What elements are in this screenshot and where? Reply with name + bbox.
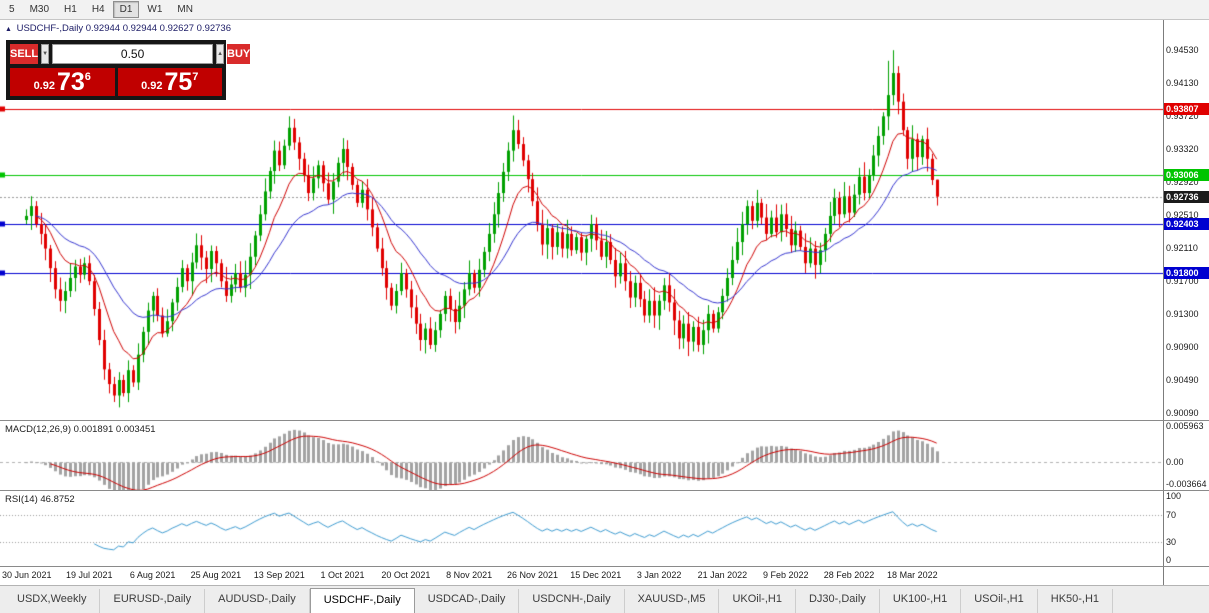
x-axis-label: 28 Feb 2022 <box>823 570 875 580</box>
axis-tick-label: 0.92510 <box>1166 210 1199 221</box>
price-tag: 0.93006 <box>1164 168 1209 181</box>
buy-button[interactable]: BUY <box>227 44 251 64</box>
rsi-header: RSI(14) 46.8752 <box>5 494 75 505</box>
axis-tick-label: 0.90090 <box>1166 407 1199 418</box>
x-axis-label: 9 Feb 2022 <box>762 570 809 580</box>
timeframe-button-h1[interactable]: H1 <box>64 4 77 15</box>
price-tag: 0.92403 <box>1164 217 1209 230</box>
macd-panel: MACD(12,26,9) 0.001891 0.003451 0.005963… <box>0 420 1209 490</box>
axis-tick-label: 0.90490 <box>1166 375 1199 385</box>
tab-uk100-h1[interactable]: UK100-,H1 <box>880 589 962 613</box>
macd-plot[interactable]: MACD(12,26,9) 0.001891 0.003451 <box>0 421 1163 490</box>
tab-xauusd-m5[interactable]: XAUUSD-,M5 <box>625 589 720 613</box>
time-axis[interactable]: 30 Jun 2021 19 Jul 2021 6 Aug 2021 25 Aug 2… <box>0 566 1209 585</box>
rsi-canvas[interactable] <box>0 491 1163 566</box>
x-axis-label: 3 Jan 2022 <box>636 570 682 580</box>
price-tag: 0.93807 <box>1164 103 1209 116</box>
tab-usdcnh-daily[interactable]: USDCNH-,Daily <box>519 589 625 613</box>
axis-tick-label: 0.92920 <box>1166 176 1199 187</box>
axis-tick-label: 0.92110 <box>1166 242 1198 253</box>
ohlc-values: 0.92944 0.92944 0.92627 0.92736 <box>85 23 231 34</box>
price-axis[interactable]: 0.94530 0.94130 0.93720 0.93320 0.92920 0.925… <box>1163 20 1209 420</box>
tab-usdchf-daily[interactable]: USDCHF-,Daily <box>309 588 415 613</box>
sell-price-prefix: 0.92 <box>33 80 55 92</box>
x-axis-label: 25 Aug 2021 <box>190 570 242 580</box>
tab-usdx-weekly[interactable]: USDX,Weekly <box>4 589 101 613</box>
symbol-title: USDCHF-,Daily <box>16 23 84 34</box>
rsi-panel: RSI(14) 46.8752 100 70 30 0 <box>0 490 1209 566</box>
symbol-ohlc-header: ▲ USDCHF-,Daily 0.92944 0.92944 0.92627 … <box>5 23 231 34</box>
price-tag: 0.91800 <box>1164 267 1209 280</box>
rsi-plot[interactable]: RSI(14) 46.8752 <box>0 491 1163 566</box>
rsi-axis[interactable]: 100 70 30 0 <box>1163 491 1209 566</box>
axis-tick-label: 0.005963 <box>1166 421 1204 431</box>
axis-tick-label: -0.003664 <box>1166 479 1207 489</box>
x-axis-label: 19 Jul 2021 <box>66 570 113 580</box>
axis-tick-label: 0.93720 <box>1166 111 1199 122</box>
axis-tick-label: 0.94530 <box>1166 45 1199 56</box>
timeframe-button-mn[interactable]: MN <box>177 4 193 15</box>
axis-tick-label: 0.91700 <box>1166 276 1199 287</box>
main-chart-panel: ▲ USDCHF-,Daily 0.92944 0.92944 0.92627 … <box>0 20 1209 420</box>
timeframe-button-d1[interactable]: D1 <box>112 1 140 18</box>
sell-button[interactable]: SELL <box>10 44 39 64</box>
x-axis-label: 15 Dec 2021 <box>570 570 622 580</box>
x-axis-label: 13 Sep 2021 <box>253 570 305 580</box>
main-chart-plot[interactable]: ▲ USDCHF-,Daily 0.92944 0.92944 0.92627 … <box>0 20 1163 420</box>
volume-input[interactable] <box>52 44 214 64</box>
axis-tick-label: 0.00 <box>1166 457 1184 468</box>
symbol-marker-icon: ▲ <box>5 26 12 33</box>
axis-tick-label: 0 <box>1166 555 1172 565</box>
x-axis-label: 18 Mar 2022 <box>887 570 938 580</box>
spinner-up-icon: ▲ <box>217 51 224 57</box>
tab-audusd-daily[interactable]: AUDUSD-,Daily <box>205 589 310 613</box>
x-axis-label: 26 Nov 2021 <box>506 570 558 580</box>
volume-increase-button[interactable]: ▲ <box>216 44 225 64</box>
axis-tick-label: 0.90900 <box>1166 341 1199 352</box>
timeframe-button-h4[interactable]: H4 <box>91 4 105 15</box>
timeframe-toolbar: 5 M30 H1 H4 D1 W1 MN <box>0 0 1209 20</box>
x-axis-label: 30 Jun 2021 <box>2 570 52 580</box>
axis-tick-label: 100 <box>1166 491 1182 501</box>
axis-tick-label: 70 <box>1166 510 1177 521</box>
tab-hk50-h1[interactable]: HK50-,H1 <box>1038 589 1114 613</box>
x-axis-label: 21 Jan 2022 <box>697 570 748 580</box>
price-tag: 0.92736 <box>1164 190 1209 203</box>
sell-price-big: 73 <box>56 67 85 96</box>
tab-eurusd-daily[interactable]: EURUSD-,Daily <box>100 589 206 613</box>
buy-price-big: 75 <box>164 67 193 96</box>
macd-header: MACD(12,26,9) 0.001891 0.003451 <box>5 424 156 435</box>
macd-axis[interactable]: 0.005963 0.00 -0.003664 <box>1163 421 1209 490</box>
buy-price-display[interactable]: 0.92 75 7 <box>117 67 222 96</box>
sell-price-display[interactable]: 0.92 73 6 <box>10 68 115 96</box>
x-axis-label: 1 Oct 2021 <box>320 570 365 580</box>
x-axis-label: 20 Oct 2021 <box>381 570 431 580</box>
x-axis-label: 8 Nov 2021 <box>446 570 493 580</box>
chart-tabs: USDX,Weekly EURUSD-,Daily AUDUSD-,Daily USD… <box>0 585 1209 613</box>
sell-price-sup: 6 <box>84 71 91 83</box>
axis-tick-label: 0.91300 <box>1166 308 1199 319</box>
tab-usoil-h1[interactable]: USOil-,H1 <box>961 589 1038 613</box>
buy-price-sup: 7 <box>192 71 199 83</box>
x-axis-label: 6 Aug 2021 <box>129 570 176 580</box>
tab-ukoil-h1[interactable]: UKOil-,H1 <box>719 589 796 613</box>
spinner-down-icon: ▼ <box>42 51 49 57</box>
buy-price-prefix: 0.92 <box>141 80 163 92</box>
tab-dj30-daily[interactable]: DJ30-,Daily <box>796 589 880 613</box>
timeframe-button-w1[interactable]: W1 <box>147 4 163 15</box>
axis-tick-label: 0.94130 <box>1166 77 1199 88</box>
timeframe-button-5[interactable]: 5 <box>9 4 15 15</box>
axis-tick-label: 0.93320 <box>1166 143 1199 154</box>
tab-usdcad-daily[interactable]: USDCAD-,Daily <box>415 589 520 613</box>
axis-corner <box>1163 567 1209 585</box>
time-axis-labels: 30 Jun 2021 19 Jul 2021 6 Aug 2021 25 Aug 2… <box>0 567 1163 585</box>
volume-decrease-button[interactable]: ▼ <box>41 44 50 64</box>
axis-tick-label: 30 <box>1166 536 1177 547</box>
macd-canvas[interactable] <box>0 421 1163 490</box>
one-click-trading-panel: SELL ▼ ▲ BUY 0.92 73 6 <box>6 40 251 100</box>
timeframe-button-m30[interactable]: M30 <box>29 4 50 15</box>
